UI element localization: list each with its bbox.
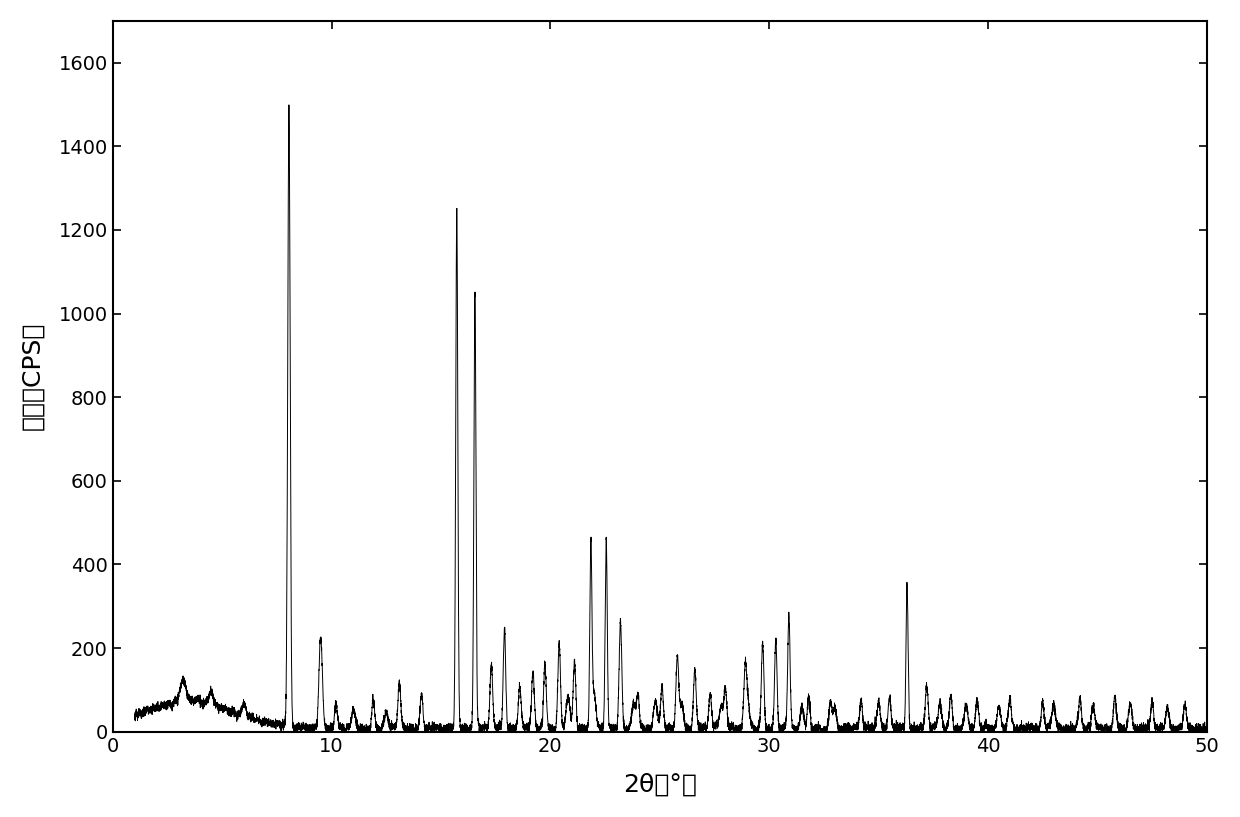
X-axis label: 2θ（°）: 2θ（°） [622, 772, 697, 797]
Y-axis label: 强度（CPS）: 强度（CPS） [21, 322, 45, 431]
